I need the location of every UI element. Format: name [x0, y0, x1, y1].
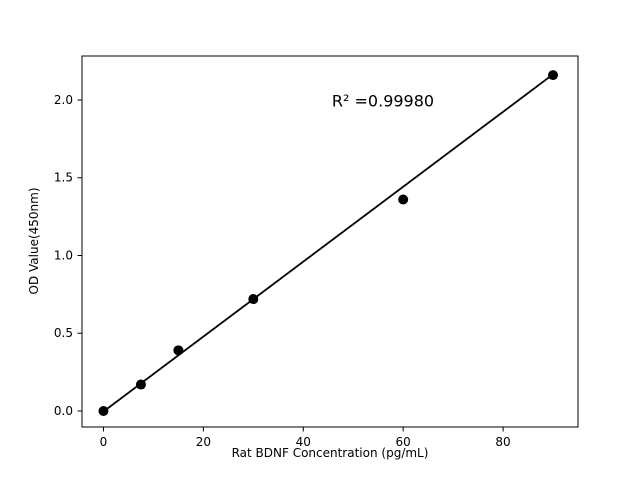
- data-point: [248, 294, 259, 305]
- x-axis-label: Rat BDNF Concentration (pg/mL): [232, 446, 429, 460]
- y-axis-label: OD Value(450nm): [27, 187, 41, 294]
- data-point: [173, 345, 184, 356]
- data-point: [548, 70, 559, 81]
- data-point: [398, 194, 409, 205]
- x-tick-label: 80: [495, 435, 510, 449]
- x-tick-label: 0: [100, 435, 108, 449]
- data-point: [98, 405, 109, 416]
- y-tick-label: 1.0: [54, 248, 73, 262]
- fit-line: [99, 72, 555, 415]
- y-tick-label: 0.5: [54, 326, 73, 340]
- y-tick-label: 1.5: [54, 171, 73, 185]
- y-tick-label: 0.0: [54, 404, 73, 418]
- x-tick-label: 20: [196, 435, 211, 449]
- r-squared-annotation: R² =0.99980: [332, 92, 434, 111]
- x-tick-label: 60: [396, 435, 411, 449]
- data-points: [98, 70, 559, 416]
- x-tick-label: 40: [296, 435, 311, 449]
- fit-line-group: [99, 72, 555, 415]
- data-point: [135, 379, 146, 390]
- plot-area-frame: [81, 55, 579, 428]
- y-axis-ticks: 0.0 0.5 1.0 1.5 2.0: [54, 93, 82, 418]
- y-tick-label: 2.0: [54, 93, 73, 107]
- x-axis-ticks: 0 20 40 60 80: [100, 427, 511, 449]
